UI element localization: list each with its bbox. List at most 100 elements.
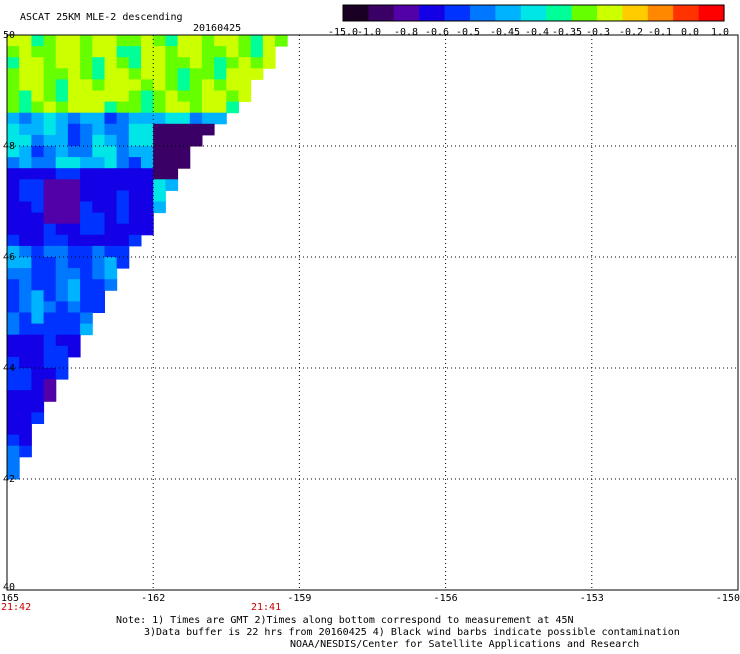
data-cell (80, 146, 93, 158)
data-cell (31, 390, 45, 402)
data-cell (7, 79, 20, 91)
data-cell (19, 412, 32, 424)
y-tick-label: 40 (3, 582, 15, 593)
data-cell (80, 179, 93, 191)
note-line-2: 3)Data buffer is 22 hrs from 20160425 4)… (144, 627, 680, 638)
data-cell (128, 168, 142, 180)
data-cell (153, 201, 166, 214)
data-cell (226, 57, 239, 69)
colorbar-label: -1.0 (357, 27, 381, 38)
data-cell (141, 157, 154, 169)
data-cell (201, 79, 215, 91)
data-cell (43, 157, 57, 169)
data-cell (19, 79, 32, 91)
data-cell (31, 290, 45, 302)
data-cell (141, 201, 154, 214)
data-cell (153, 146, 166, 158)
data-cell (67, 234, 81, 247)
data-cell (19, 379, 32, 391)
data-cell (165, 168, 179, 180)
data-cell (275, 35, 288, 47)
data-cell (104, 134, 118, 147)
data-cell (67, 123, 81, 136)
data-cell (104, 46, 118, 58)
data-cell (141, 46, 154, 58)
data-cell (165, 112, 179, 125)
data-cell (177, 123, 191, 136)
colorbar-label: -0.6 (425, 27, 449, 38)
data-cell (80, 134, 93, 147)
data-cell (201, 57, 215, 69)
data-cell (7, 123, 20, 136)
data-cell (104, 190, 118, 202)
data-cell (19, 345, 32, 358)
data-cell (141, 35, 154, 47)
data-cell (67, 345, 81, 358)
data-cell (250, 57, 264, 69)
data-cell (55, 334, 69, 347)
data-cell (141, 79, 154, 91)
data-cell (19, 301, 32, 313)
colorbar-swatch (597, 5, 623, 21)
data-cell (43, 90, 57, 103)
data-cell (92, 179, 105, 191)
data-cell (31, 146, 45, 158)
data-cell (104, 68, 118, 80)
data-cell (226, 79, 239, 91)
data-cell (7, 190, 20, 202)
data-cell (55, 301, 69, 313)
data-cell (116, 90, 130, 103)
data-cell (177, 79, 191, 91)
data-cell (104, 179, 118, 191)
data-cell (153, 179, 166, 191)
data-cell (104, 57, 118, 69)
colorbar-swatch (393, 5, 420, 21)
data-cell (19, 57, 32, 69)
data-cell (189, 46, 203, 58)
data-cell (201, 90, 215, 103)
data-cell (31, 35, 45, 47)
data-cell (19, 356, 32, 369)
data-cell (201, 101, 215, 114)
data-cell (19, 68, 32, 80)
data-cell (67, 157, 81, 169)
data-cell (55, 101, 69, 114)
data-cell (7, 401, 20, 413)
data-cell (104, 157, 118, 169)
data-cell (31, 168, 45, 180)
colorbar-label: -0.8 (394, 27, 418, 38)
data-cell (153, 168, 166, 180)
data-cell (55, 90, 69, 103)
data-cell (189, 134, 203, 147)
data-cell (141, 112, 154, 125)
colorbar-swatch (520, 5, 547, 21)
data-cell (165, 123, 179, 136)
data-cell (189, 112, 203, 125)
data-cell (153, 112, 166, 125)
data-cell (128, 179, 142, 191)
data-cell (55, 223, 69, 236)
data-cell (153, 123, 166, 136)
data-cells (7, 35, 288, 480)
data-cell (7, 312, 20, 325)
data-cell (7, 345, 20, 358)
data-cell (262, 35, 276, 47)
colorbar-swatch (495, 5, 522, 21)
data-cell (92, 134, 105, 147)
data-cell (116, 245, 130, 258)
data-cell (80, 79, 93, 91)
data-cell (7, 467, 20, 480)
data-cell (116, 212, 130, 225)
data-cell (92, 35, 105, 47)
data-cell (262, 57, 276, 69)
data-cell (55, 212, 69, 225)
data-cell (7, 46, 20, 58)
data-cell (67, 101, 81, 114)
data-cell (141, 101, 154, 114)
data-cell (7, 35, 20, 47)
data-cell (7, 434, 20, 447)
data-cell (226, 101, 239, 114)
data-cell (7, 234, 20, 247)
x-tick-label: -153 (580, 593, 604, 604)
data-cell (31, 79, 45, 91)
